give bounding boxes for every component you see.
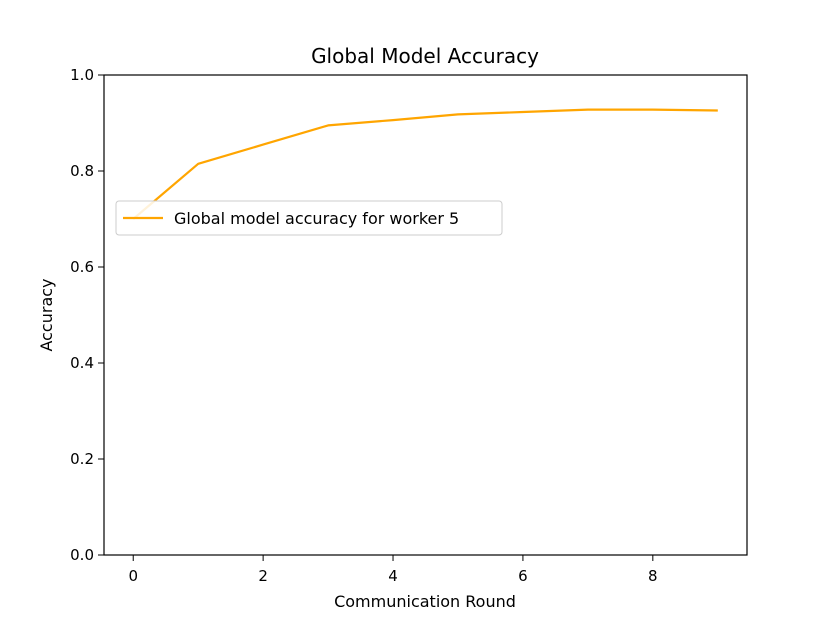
plot-area <box>104 75 747 555</box>
x-tick-label: 2 <box>258 567 268 585</box>
series-layer <box>132 108 718 220</box>
y-tick-label: 0.8 <box>70 162 94 180</box>
plot-frame <box>103 74 748 556</box>
legend-label: Global model accuracy for worker 5 <box>174 209 459 228</box>
legend: Global model accuracy for worker 5 <box>115 200 503 236</box>
y-tick-label: 0.0 <box>70 546 94 564</box>
chart-title: Global Model Accuracy <box>311 44 539 68</box>
y-tick-label: 1.0 <box>70 66 94 84</box>
y-tick-label: 0.4 <box>70 354 94 372</box>
series-line <box>132 108 718 220</box>
y-tick-label: 0.2 <box>70 450 94 468</box>
plot-background <box>104 75 747 555</box>
x-axis-ticks: 0 2 4 6 8 <box>128 555 658 585</box>
x-tick-label: 6 <box>518 567 528 585</box>
y-axis-ticks: 0.0 0.2 0.4 0.6 0.8 1.0 <box>70 66 104 564</box>
y-tick-label: 0.6 <box>70 258 94 276</box>
x-tick-label: 4 <box>388 567 398 585</box>
x-tick-label: 0 <box>128 567 138 585</box>
x-axis-label: Communication Round <box>334 592 516 611</box>
x-tick-label: 8 <box>648 567 658 585</box>
legend-box <box>115 200 503 236</box>
y-axis-label: Accuracy <box>37 278 56 351</box>
